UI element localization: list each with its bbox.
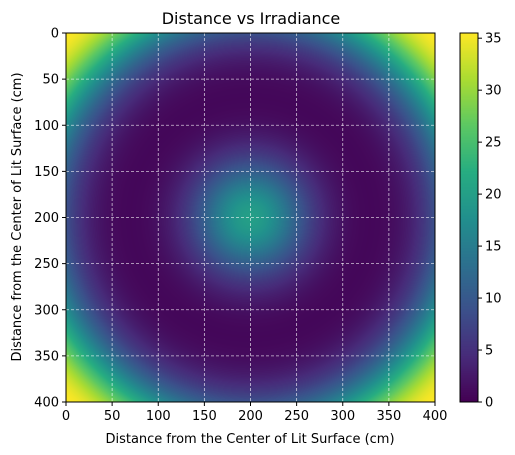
colorbar-frame xyxy=(459,32,479,403)
chart-title: Distance vs Irradiance xyxy=(162,9,341,28)
y-axis-label: Distance from the Center of Lit Surface … xyxy=(10,72,25,361)
x-tick-label: 250 xyxy=(284,409,309,424)
colorbar-tick-label: 35 xyxy=(485,32,502,47)
y-axis-ticks: 0 50 100 150 200 250 300 350 400 xyxy=(34,27,66,411)
x-tick-label: 350 xyxy=(376,409,401,424)
y-tick-label: 100 xyxy=(34,119,59,134)
y-tick-label: 200 xyxy=(34,211,59,226)
colorbar-tick-label: 20 xyxy=(485,188,502,203)
y-tick-label: 400 xyxy=(34,396,59,411)
colorbar-tick-label: 0 xyxy=(485,396,493,411)
colorbar-tick-label: 5 xyxy=(485,344,493,359)
x-tick-label: 50 xyxy=(104,409,121,424)
y-tick-label: 350 xyxy=(34,349,59,364)
y-tick-label: 250 xyxy=(34,257,59,272)
grid-lines xyxy=(66,33,435,402)
x-tick-label: 200 xyxy=(238,409,263,424)
x-axis-ticks: 0 50 100 150 200 250 300 350 400 xyxy=(62,402,448,424)
y-tick-label: 300 xyxy=(34,303,59,318)
colorbar-gradient xyxy=(460,33,478,402)
x-tick-label: 100 xyxy=(146,409,171,424)
y-tick-label: 50 xyxy=(42,73,59,88)
colorbar-tick-label: 25 xyxy=(485,136,502,151)
x-tick-label: 300 xyxy=(330,409,355,424)
colorbar-tick-label: 15 xyxy=(485,240,502,255)
colorbar-tick-label: 10 xyxy=(485,292,502,307)
x-tick-label: 400 xyxy=(423,409,448,424)
x-axis-label: Distance from the Center of Lit Surface … xyxy=(105,432,394,447)
colorbar-tick-label: 30 xyxy=(485,84,502,99)
colorbar-ticks: 0 5 10 15 20 25 30 35 xyxy=(478,32,502,411)
y-tick-label: 0 xyxy=(51,27,59,42)
x-tick-label: 150 xyxy=(192,409,217,424)
x-tick-label: 0 xyxy=(62,409,70,424)
plot-area xyxy=(65,32,436,403)
y-tick-label: 150 xyxy=(34,165,59,180)
colorbar: 0 5 10 15 20 25 30 35 xyxy=(459,32,502,411)
